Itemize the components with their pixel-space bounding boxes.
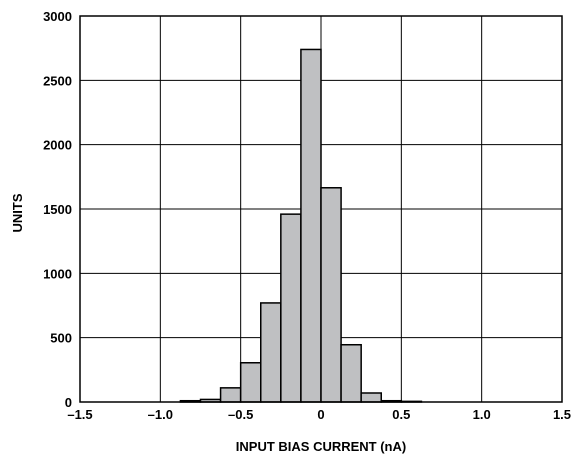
x-tick-label: 1.5 bbox=[553, 407, 571, 422]
x-tick-label: –0.5 bbox=[228, 407, 253, 422]
plot-frame bbox=[79, 15, 563, 403]
y-tick-label: 3000 bbox=[43, 9, 72, 24]
histogram-bar bbox=[360, 392, 382, 403]
histogram-bars bbox=[179, 48, 423, 403]
y-axis-title: UNITS bbox=[10, 193, 25, 232]
histogram-bar bbox=[219, 387, 242, 403]
histogram-bar bbox=[300, 48, 322, 403]
y-tick-label: 2000 bbox=[43, 138, 72, 153]
x-tick-labels: –1.5 –1.0 –0.5 0 0.5 1.0 1.5 bbox=[67, 407, 571, 422]
histogram-bar bbox=[340, 343, 362, 403]
y-tick-label: 0 bbox=[65, 395, 72, 410]
histogram-bar bbox=[239, 362, 262, 403]
y-tick-labels: 0 500 1000 1500 2000 2500 3000 bbox=[43, 9, 72, 410]
x-axis-title: INPUT BIAS CURRENT (nA) bbox=[236, 439, 406, 454]
x-tick-label: –1.0 bbox=[148, 407, 173, 422]
y-tick-label: 500 bbox=[50, 331, 72, 346]
y-tick-label: 1000 bbox=[43, 266, 72, 281]
histogram-bar bbox=[320, 187, 342, 403]
histogram-bar bbox=[280, 213, 302, 403]
x-tick-label: 0 bbox=[317, 407, 324, 422]
x-tick-label: –1.5 bbox=[67, 407, 92, 422]
y-tick-label: 1500 bbox=[43, 202, 72, 217]
x-tick-label: 1.0 bbox=[473, 407, 491, 422]
histogram-bar bbox=[260, 302, 282, 403]
y-tick-label: 2500 bbox=[43, 73, 72, 88]
x-tick-label: 0.5 bbox=[392, 407, 410, 422]
